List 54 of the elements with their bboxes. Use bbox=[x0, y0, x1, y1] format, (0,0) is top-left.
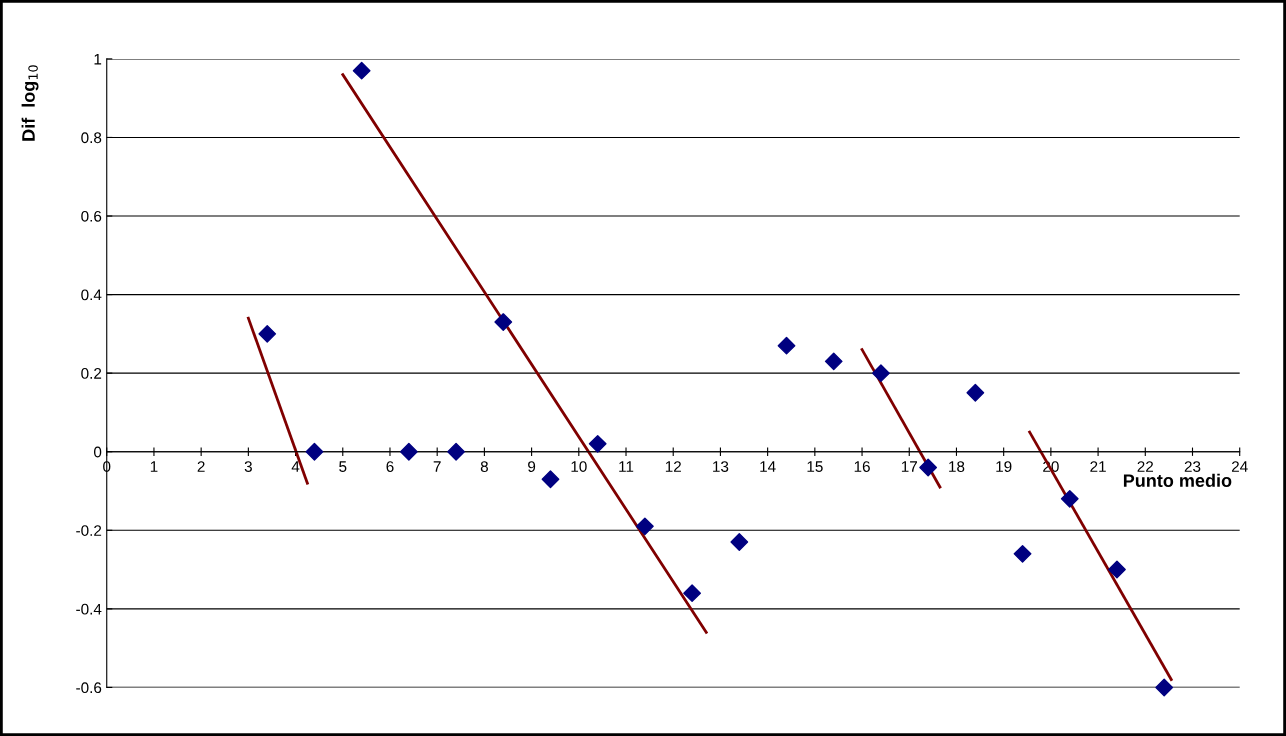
y-tick-label: 0 bbox=[93, 446, 102, 458]
y-tick-label: 0.2 bbox=[81, 368, 102, 379]
x-tick-label: 8 bbox=[480, 461, 488, 472]
x-axis-title: Punto medio bbox=[1123, 473, 1232, 487]
point bbox=[588, 434, 607, 453]
x-tick-label: 12 bbox=[665, 461, 681, 472]
point bbox=[919, 458, 938, 477]
x-tick-label: 13 bbox=[713, 461, 729, 472]
point bbox=[872, 364, 890, 383]
point bbox=[1108, 560, 1126, 579]
x-tick-label: 4 bbox=[291, 461, 300, 472]
x-tick-label: 15 bbox=[807, 461, 823, 472]
x-tick-label: 24 bbox=[1231, 461, 1248, 472]
y-axis-title: Dif log$_{10}$ bbox=[21, 65, 39, 141]
point bbox=[635, 517, 654, 536]
x-tick-label: 11 bbox=[619, 461, 634, 472]
point bbox=[399, 442, 418, 461]
point bbox=[305, 442, 324, 461]
point bbox=[1155, 678, 1174, 697]
point bbox=[683, 584, 702, 603]
x-tick-label: 6 bbox=[386, 461, 394, 472]
x-tick-label: 19 bbox=[996, 461, 1012, 472]
x-tick-label: 23 bbox=[1184, 461, 1201, 472]
x-tick-label: 16 bbox=[854, 461, 870, 472]
x-tick-label: 2 bbox=[197, 461, 205, 472]
point bbox=[494, 313, 513, 331]
x-tick-label: 7 bbox=[433, 461, 441, 472]
x-tick-label: 22 bbox=[1137, 461, 1154, 472]
x-tick-label: 18 bbox=[949, 461, 965, 472]
y-tick-label: -0.4 bbox=[76, 603, 102, 615]
y-tick-label: 0.8 bbox=[81, 132, 102, 144]
point bbox=[966, 383, 985, 402]
x-tick-label: 1 bbox=[150, 461, 158, 472]
point bbox=[541, 470, 560, 489]
y-tick-label: 0.4 bbox=[81, 289, 102, 301]
y-tick-label: 1 bbox=[94, 53, 102, 65]
point bbox=[777, 336, 796, 355]
x-tick-label: 9 bbox=[528, 461, 536, 472]
x-tick-label: 5 bbox=[339, 461, 347, 472]
point bbox=[730, 533, 749, 551]
point bbox=[447, 442, 465, 461]
x-tick-label: 17 bbox=[901, 461, 917, 472]
y-tick-label: -0.6 bbox=[76, 682, 102, 694]
x-tick-label: 21 bbox=[1090, 461, 1106, 472]
point bbox=[1013, 544, 1032, 563]
point bbox=[352, 61, 371, 80]
x-tick-label: 14 bbox=[760, 461, 776, 472]
x-tick-label: 3 bbox=[244, 461, 252, 472]
y-tick-label: -0.2 bbox=[76, 525, 102, 536]
x-tick-label: 10 bbox=[571, 461, 587, 472]
point bbox=[824, 352, 843, 371]
y-tick-label: 0.6 bbox=[81, 210, 102, 222]
point bbox=[258, 324, 277, 343]
point bbox=[1060, 489, 1079, 508]
